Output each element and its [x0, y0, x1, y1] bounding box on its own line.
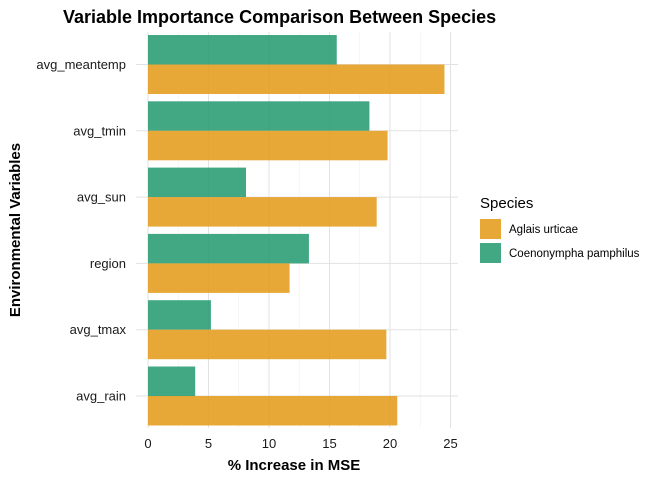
axis-ticks: 0 5 10 15 20 25 avg_meantemp avg_tmin avg_sunreg… — [36, 57, 457, 451]
legend-label: Coenonympha pamphilus — [509, 248, 640, 260]
x-tick-label: 25 — [443, 436, 457, 451]
bar-coenonympha-avg_tmax — [148, 300, 211, 330]
y-tick-label: avg_tmax — [70, 322, 127, 337]
bar-aglais-avg_rain — [148, 396, 398, 426]
bar-aglais-avg_tmax — [148, 329, 387, 360]
x-tick-label: 15 — [322, 436, 336, 451]
x-axis-title: % Increase in MSE — [228, 457, 361, 474]
y-tick-label: avg_sun — [77, 190, 126, 205]
bar-coenonympha-avg_tmin — [148, 101, 370, 131]
bar-aglais-avg_sun — [148, 197, 377, 227]
bar-coenonympha-avg_rain — [148, 366, 196, 396]
bar-coenonympha-avg_meantemp — [148, 35, 337, 65]
chart-title: Variable Importance Comparison Between S… — [63, 7, 496, 27]
bar-aglais-region — [148, 263, 290, 293]
y-tick-label: avg_meantemp — [36, 57, 126, 72]
y-tick-label: region — [90, 256, 126, 271]
legend: Species Aglais urticae Coenonympha pamphi… — [480, 195, 640, 263]
x-tick-label: 0 — [144, 436, 151, 451]
bar-aglais-avg_tmin — [148, 130, 388, 161]
y-axis-title: Environmental Variables — [7, 143, 24, 317]
x-tick-label: 10 — [262, 436, 276, 451]
x-tick-label: 20 — [383, 436, 397, 451]
bar-coenonympha-avg_sun — [148, 167, 247, 198]
bars — [148, 35, 445, 426]
y-tick-label: avg_rain — [76, 389, 126, 404]
legend-label: Aglais urticae — [509, 224, 578, 236]
legend-swatch — [480, 219, 501, 239]
legend-title: Species — [480, 195, 533, 212]
legend-swatch — [480, 243, 501, 263]
bar-aglais-avg_meantemp — [148, 64, 445, 94]
y-tick-label: avg_tmin — [73, 123, 126, 138]
bar-coenonympha-region — [148, 233, 309, 264]
x-tick-label: 5 — [205, 436, 212, 451]
